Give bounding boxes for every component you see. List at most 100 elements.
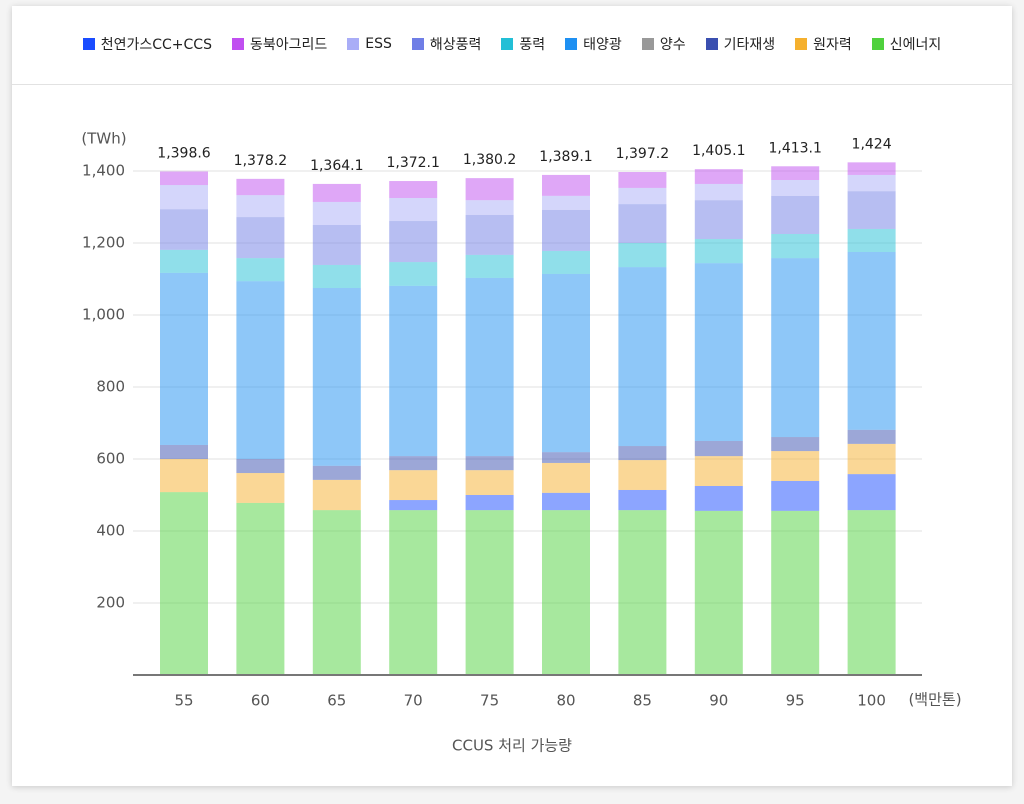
legend-item: 신에너지 — [871, 34, 942, 54]
bar-segment — [618, 187, 667, 205]
legend-item: 풍력 — [501, 34, 545, 54]
legend-label: 태양광 — [583, 37, 622, 53]
bar-segment — [236, 459, 285, 474]
legend-item: 태양광 — [565, 34, 622, 54]
bar-segment — [694, 510, 743, 675]
bar-segment — [312, 510, 361, 675]
legend-label: ESS — [365, 36, 392, 52]
total-label: 1,398.6 — [157, 146, 211, 162]
bar-segment — [389, 510, 438, 675]
bar-segment — [389, 500, 438, 511]
bar-segment — [160, 185, 208, 210]
bar-segment — [542, 209, 590, 251]
legend-label: 동북아그리드 — [249, 37, 328, 53]
bar-segment — [312, 201, 361, 225]
bar-segment — [542, 195, 590, 210]
total-label: 1,372.1 — [386, 155, 439, 171]
bar-segment — [771, 437, 820, 452]
x-tick-label: 85 — [633, 692, 652, 710]
bar-segment — [465, 456, 514, 471]
bar-segment — [236, 217, 285, 259]
bar-segment — [771, 258, 820, 438]
bar-segment — [236, 258, 285, 282]
bar-segment — [847, 252, 896, 430]
legend-label: 원자력 — [813, 37, 852, 53]
bar-segment — [465, 510, 514, 675]
bar-segment — [694, 183, 743, 201]
y-tick-label: 1,200 — [82, 234, 125, 252]
legend: 천연가스CC+CCS 동북아그리드 ESS 해상풍력 풍력 태양광 양수 기타재생 원자력 신에너… — [12, 34, 1012, 54]
total-label: 1,380.2 — [463, 152, 516, 168]
bar-segment — [618, 489, 667, 511]
legend-label: 풍력 — [519, 37, 546, 53]
bar-segment — [236, 281, 285, 459]
bar-segment — [465, 495, 514, 511]
bar-segment — [160, 272, 208, 445]
bar-segment — [160, 492, 208, 675]
x-tick-label: 55 — [174, 692, 193, 710]
bar-segment — [771, 510, 820, 675]
total-label: 1,397.2 — [616, 146, 669, 162]
legend-item: 천연가스CC+CCS — [82, 34, 212, 54]
bar-segment — [542, 174, 590, 196]
bar-segment — [847, 162, 896, 175]
bar-segment — [236, 195, 285, 218]
bar-segment — [542, 510, 590, 675]
bar-segment — [618, 446, 667, 461]
x-tick-label: 65 — [327, 692, 346, 710]
bar-segment — [160, 444, 208, 459]
bar-segment — [618, 204, 667, 243]
bar-segment — [389, 221, 438, 263]
legend-swatch — [411, 38, 424, 50]
legend-item: 동북아그리드 — [231, 34, 328, 54]
total-label: 1,424 — [852, 136, 892, 152]
bar-segment — [771, 451, 820, 481]
legend-swatch — [705, 38, 718, 50]
bar-segment — [312, 465, 361, 480]
legend-label: 신에너지 — [889, 37, 942, 53]
bar-segment — [465, 200, 514, 215]
card: 천연가스CC+CCS 동북아그리드 ESS 해상풍력 풍력 태양광 양수 기타재생 원자력 신에너… — [12, 6, 1012, 786]
chart: (TWh) (백만톤) CCUS 처리 가능량 200 400 600 800 1,00… — [81, 130, 961, 755]
bar-segment — [389, 198, 438, 222]
bar-segment — [847, 429, 896, 444]
bar-segment — [847, 174, 896, 192]
x-tick-label: 60 — [251, 692, 270, 710]
bar-segment — [618, 172, 667, 188]
bar-segment — [771, 180, 820, 196]
bar-segment — [618, 460, 667, 490]
bar-segment — [694, 263, 743, 441]
bar-segment — [465, 277, 514, 457]
bar-segment — [847, 443, 896, 475]
bar-segment — [160, 459, 208, 493]
bar-segment — [465, 178, 514, 201]
bar-segment — [694, 486, 743, 511]
legend-label: 양수 — [659, 37, 686, 53]
bar-segment — [694, 239, 743, 264]
bar-segment — [542, 250, 590, 274]
bar-segment — [236, 502, 285, 675]
legend-item: 해상풍력 — [411, 34, 481, 54]
x-tick-label: 70 — [404, 692, 423, 710]
bar-segment — [847, 228, 896, 252]
legend-label: 기타재생 — [723, 37, 776, 53]
bar-segment — [236, 178, 285, 196]
total-label: 1,364.1 — [310, 158, 363, 174]
legend-item: ESS — [347, 34, 392, 54]
bar-segment — [694, 441, 743, 457]
bar-segment — [389, 285, 438, 457]
total-label: 1,389.1 — [539, 149, 592, 165]
bar-segment — [236, 473, 285, 503]
legend-item: 기타재생 — [705, 34, 776, 54]
bar-segment — [312, 225, 361, 265]
bar-segment — [618, 243, 667, 268]
bar-segment — [694, 169, 743, 184]
bar-segment — [312, 183, 361, 202]
y-tick-label: 1,000 — [82, 306, 125, 324]
bar-segment — [694, 200, 743, 240]
legend-swatch — [501, 38, 514, 50]
legend-swatch — [231, 38, 244, 50]
bar-segment — [618, 267, 667, 447]
bar-segment — [847, 191, 896, 229]
bar-segment — [771, 234, 820, 259]
